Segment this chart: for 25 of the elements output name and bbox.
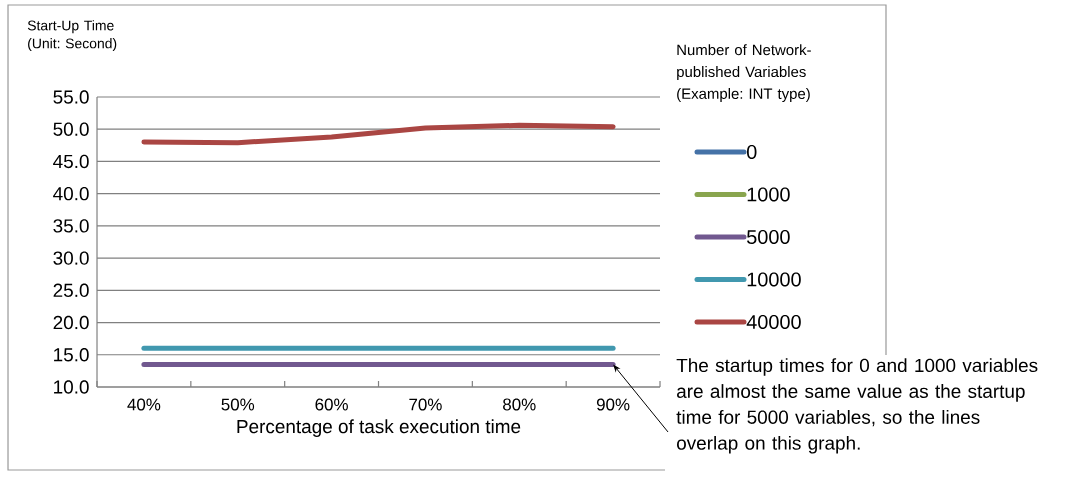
x-tick-label: 70% (409, 398, 442, 411)
x-tick-label: 90% (596, 398, 630, 411)
legend-label: 40000 (746, 314, 801, 330)
legend-label: 5000 (747, 229, 790, 245)
annotation: The startup times for 0 and 1000 variables are almost the same value as the startup time for 5000 variables, so the lines overlap on this graph. (676, 358, 1038, 454)
y-tick-label: 10.0 (54, 380, 89, 394)
y-tick-label: 45.0 (53, 154, 89, 169)
legend-label: 10000 (747, 272, 801, 287)
y-axis-title: Start-Up Time (Unit: Second) (27, 20, 117, 52)
y-tick-label: 25.0 (53, 283, 89, 298)
y-tick-label: 50.0 (53, 122, 89, 136)
x-tick-label: 50% (221, 398, 255, 411)
legend-title: Number of Network-published Variables (Example: INT type) (677, 44, 811, 102)
legend-label: 1000 (747, 187, 790, 202)
y-tick-label: 30.0 (53, 251, 89, 265)
x-axis-title: Percentage of task execution time (237, 419, 521, 437)
x-tick-label: 60% (315, 398, 348, 411)
y-tick-label: 55.0 (53, 90, 89, 104)
x-tick-label: 80% (503, 398, 536, 411)
y-tick-label: 40.0 (53, 186, 89, 201)
legend-label: 0 (746, 144, 757, 160)
y-tick-label: 35.0 (53, 219, 89, 233)
x-tick-label: 40% (127, 398, 161, 411)
y-tick-label: 15.0 (54, 348, 89, 362)
y-tick-label: 20.0 (53, 315, 89, 330)
